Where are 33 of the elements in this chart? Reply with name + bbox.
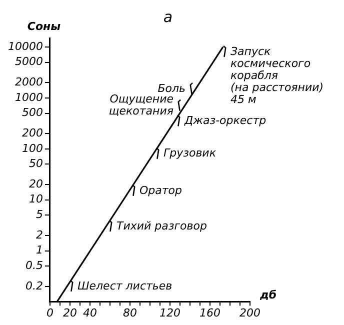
y-tick-label: 10	[28, 192, 43, 206]
y-tick-label: 100	[22, 142, 43, 155]
x-tick-label: 160	[200, 306, 220, 320]
x-tick-label: 20	[62, 306, 77, 320]
x-tick-label: 80	[122, 306, 137, 320]
annotation: Ощущение щекотания	[108, 92, 174, 118]
y-tick-label: 5000	[14, 55, 43, 68]
x-tick-label: 200	[240, 306, 260, 320]
annotation: Запуск космического корабля (на расстоянии) 45 м	[230, 44, 324, 106]
y-tick-label: 2000	[14, 75, 43, 88]
y-tick-label: 2	[36, 228, 43, 242]
x-tick-label: 0	[46, 306, 54, 320]
annotation: Боль	[158, 82, 186, 95]
annotation: Джаз-оркестр	[183, 114, 266, 128]
y-tick-label: 1000	[14, 90, 43, 104]
x-tick-label: 40	[82, 306, 97, 320]
y-tick-label: 1	[36, 244, 43, 257]
annotation: Оратор	[139, 184, 182, 197]
y-tick-label: 200	[22, 126, 43, 140]
y-tick-label: 500	[22, 106, 43, 120]
x-tick-label: 120	[159, 306, 180, 320]
annotation: Грузовик	[163, 146, 216, 160]
annotation: Тихий разговор	[116, 219, 207, 232]
y-tick-label: 50	[28, 157, 43, 170]
y-tick-label: 10000	[8, 40, 43, 53]
y-tick-label: 0.5	[25, 259, 43, 272]
annotation: Шелест листьев	[77, 279, 172, 292]
chart-title: а	[163, 8, 173, 26]
y-tick-label: 0.2	[25, 279, 43, 292]
y-tick-label: 5	[36, 208, 43, 222]
y-tick-label: 20	[28, 177, 43, 190]
y-axis-title: Соны	[27, 20, 61, 33]
x-axis-title: дб	[259, 288, 277, 302]
